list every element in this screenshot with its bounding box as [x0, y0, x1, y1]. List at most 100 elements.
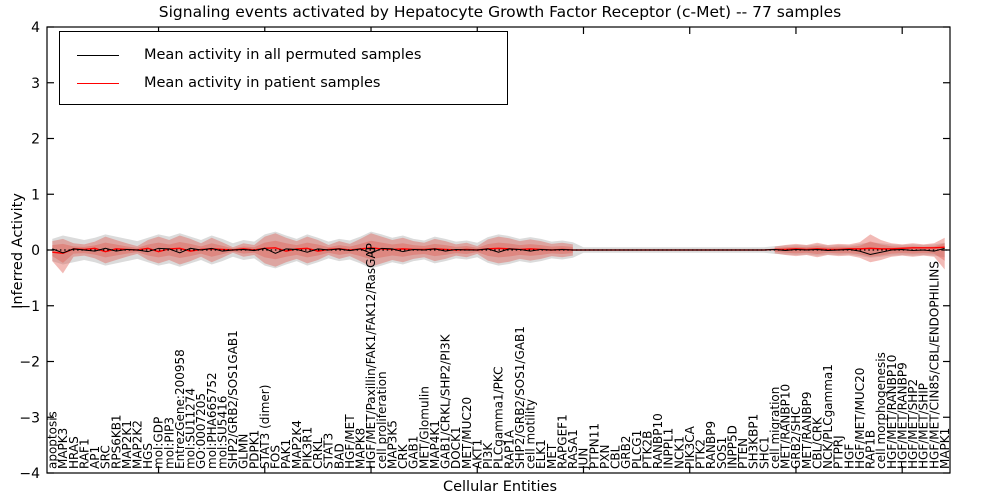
- x-tick-label: MET/RANBP9: [800, 392, 814, 469]
- x-tick-label: NCK/PLCgamma1: [821, 364, 835, 469]
- x-tick-label: SOS1: [715, 437, 729, 469]
- x-axis-label: Cellular Entities: [442, 479, 558, 495]
- legend: Mean activity in all permuted samples Me…: [59, 31, 508, 105]
- x-tick-label: GLMN: [237, 434, 251, 469]
- x-tick-label: mol:GDP: [152, 417, 166, 469]
- x-tick-label: PLCG1: [630, 430, 644, 469]
- permuted-line-swatch-icon: [77, 54, 119, 56]
- x-tick-label: SRC: [99, 445, 113, 469]
- patient-mean-line: [52, 246, 945, 255]
- x-tick-label: HRAS: [67, 436, 81, 469]
- x-tick-label: PTEN: [736, 438, 750, 469]
- x-tick-label: RPS6KB1: [109, 414, 123, 469]
- x-tick-label: PIK3CA: [683, 425, 697, 469]
- x-tick-label: GAB1: [407, 436, 421, 469]
- x-tick-label: RANBP10: [651, 413, 665, 469]
- y-tick-label: 2: [31, 132, 40, 148]
- y-tick-label: 1: [31, 187, 40, 203]
- x-tick-label: PXN: [598, 445, 612, 469]
- x-tick-label: BAD: [332, 443, 346, 469]
- x-tick-label: CBL/CRK: [810, 416, 824, 469]
- x-tick-label: CBL: [609, 445, 623, 469]
- x-tick-label: STAT3 (dimer): [258, 385, 272, 469]
- x-tick-label: SHP2/GRB2/SOS1GAB1: [226, 330, 240, 469]
- y-tick-label: 4: [31, 20, 40, 36]
- y-tick-label: −2: [19, 355, 40, 371]
- x-tick-label: MAP3K5: [385, 420, 399, 469]
- x-tick-label: cell morphogenesis: [874, 352, 888, 469]
- x-tick-label: HGF: [842, 444, 856, 469]
- x-tick-label: SH3KBP1: [747, 414, 761, 469]
- x-tick-label: GRB2/SHC: [789, 406, 803, 469]
- x-tick-label: cell proliferation: [375, 371, 389, 469]
- x-tick-label: PTK2B: [640, 431, 654, 469]
- y-tick-label: 3: [31, 76, 40, 92]
- y-tick-label: −1: [19, 299, 40, 315]
- x-tick-label: PLCgamma1/PKC: [492, 366, 506, 469]
- x-tick-label: SHC1: [757, 436, 771, 469]
- x-tick-label: mol:PIP3: [162, 417, 176, 469]
- legend-label-permuted: Mean activity in all permuted samples: [144, 47, 422, 63]
- x-tick-label: RAF1: [77, 438, 91, 469]
- x-tick-label: MET/Glomulin: [417, 386, 431, 469]
- legend-item-patient: Mean activity in patient samples: [60, 69, 507, 97]
- x-tick-label: STAT3: [322, 433, 336, 469]
- x-tick-label: HGF/MET/SHIP: [917, 383, 931, 469]
- x-tick-label: HGF/MET/Paxillin/FAK1/FAK12/RasGAP: [364, 243, 378, 469]
- patient-band: [774, 234, 945, 270]
- x-tick-label: CRK: [396, 443, 410, 469]
- x-tick-label: MAPK1: [938, 428, 952, 469]
- x-tick-label: MAP2K4: [290, 420, 304, 469]
- x-tick-label: JUN: [577, 448, 591, 470]
- x-tick-label: RANBP9: [704, 421, 718, 469]
- x-tick-label: HGF/MET/RANBP10: [885, 355, 899, 469]
- x-tick-label: DOCK1: [449, 426, 463, 469]
- x-tick-label: mol:SU5416: [215, 396, 229, 469]
- x-tick-label: GAB1/CRKL/SHP2/PI3K: [439, 333, 453, 469]
- x-tick-label: INPPL1: [662, 428, 676, 469]
- x-tick-label: HGF/MET: [343, 414, 357, 469]
- x-tick-label: RAPGEF1: [555, 414, 569, 469]
- x-tick-label: MAP4K1: [428, 420, 442, 469]
- x-tick-label: HGS: [141, 443, 155, 469]
- x-tick-label: MAPK3: [56, 428, 70, 469]
- y-tick-label: −4: [19, 466, 40, 482]
- x-tick-label: cell migration: [768, 387, 782, 469]
- x-tick-label: PTK2: [694, 439, 708, 469]
- x-tick-label: SHP2/GRB2/SOS1/GAB1: [513, 326, 527, 469]
- x-tick-label: PTPN11: [587, 423, 601, 469]
- x-tick-label: AP1: [88, 446, 102, 469]
- x-tick-label: CRKL: [311, 437, 325, 469]
- x-tick-label: MAP2K2: [131, 420, 145, 469]
- x-tick-label: INPP5D: [725, 425, 739, 469]
- x-tick-label: mol:SU11274: [184, 388, 198, 469]
- x-tick-label: RAP1A: [502, 429, 516, 469]
- x-tick-label: apoptosis: [46, 411, 60, 469]
- x-tick-label: PTPRJ: [832, 435, 846, 469]
- x-tick-label: PIK3R1: [300, 427, 314, 469]
- x-tick-label: HGF/MET/CIN85/CBL/ENDOPHILINS: [927, 261, 941, 469]
- x-tick-label: MET/MUC20: [460, 397, 474, 469]
- x-tick-label: NCK1: [672, 436, 686, 469]
- x-tick-label: FOS: [269, 445, 283, 469]
- x-tick-label: MAP2K1: [120, 420, 134, 469]
- x-tick-label: AKT1: [470, 439, 484, 469]
- patient-band: [52, 233, 573, 274]
- x-tick-label: GRB2: [619, 435, 633, 469]
- y-axis-label: Inferred Activity: [10, 193, 26, 309]
- x-tick-label: mol:PHA665752: [205, 372, 219, 469]
- legend-label-patient: Mean activity in patient samples: [144, 75, 381, 91]
- x-tick-label: PI3K: [481, 442, 495, 469]
- patient-line-swatch-icon: [77, 82, 119, 84]
- y-tick-label: 0: [31, 243, 40, 259]
- x-tick-label: MET/RANBP10: [779, 384, 793, 469]
- x-tick-label: HGF/MET/MUC20: [853, 368, 867, 469]
- x-tick-label: HGF/MET/RANBP9: [895, 362, 909, 469]
- x-tick-label: MET: [545, 443, 559, 469]
- x-tick-label: ELK1: [534, 439, 548, 469]
- x-tick-label: GO:0007205: [194, 393, 208, 469]
- x-tick-label: MAPK8: [354, 428, 368, 469]
- x-tick-label: cell motility: [524, 399, 538, 469]
